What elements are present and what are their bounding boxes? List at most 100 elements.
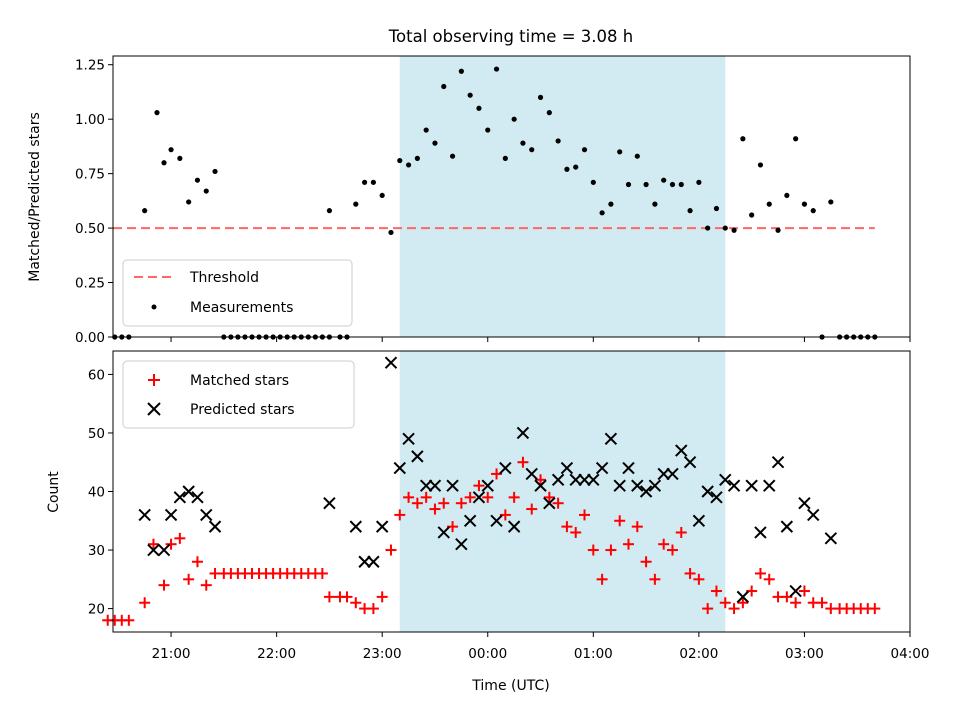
matched-star-point [579, 509, 591, 521]
bottom-y-axis-label: Count [46, 471, 62, 513]
matched-star-point [816, 597, 828, 609]
predicted-star-point [736, 590, 750, 604]
measurement-point [555, 138, 561, 144]
x-tick-label: 01:00 [574, 646, 613, 662]
predicted-star-point [595, 461, 609, 475]
predicted-star-point [499, 461, 512, 475]
predicted-star-point [763, 479, 776, 492]
matched-star-point [543, 491, 555, 503]
measurement-point [564, 166, 570, 172]
matched-star-point [614, 515, 626, 527]
matched-star-point [790, 597, 802, 609]
measurement-point [186, 199, 192, 205]
matched-star-point [165, 538, 177, 550]
top-y-axis-label: Matched/Predicted stars [27, 112, 43, 282]
bottom-legend: Matched stars Predicted stars [122, 360, 355, 429]
measurement-point [661, 177, 667, 183]
predicted-star-point [157, 543, 171, 557]
predicted-star-point [490, 514, 503, 527]
measurement-point [599, 210, 605, 216]
predicted-star-point [138, 508, 151, 522]
predicted-star-point [798, 497, 811, 510]
y-tick-label: 60 [88, 367, 105, 383]
predicted-star-point [719, 473, 732, 486]
measurement-point [581, 147, 588, 153]
measurement-point [828, 199, 834, 205]
measurement-point [669, 181, 676, 188]
matched-star-point [191, 556, 203, 568]
predicted-star-point [191, 491, 204, 504]
bottom-shaded-interval [399, 351, 726, 632]
predicted-star-point [560, 461, 574, 475]
measurement-point [142, 208, 148, 214]
matched-star-point [403, 491, 415, 503]
predicted-star-point [367, 555, 380, 568]
predicted-star-point [437, 526, 450, 539]
predicted-star-point [569, 473, 582, 486]
measurement-point [801, 201, 808, 207]
measurement-point [775, 227, 781, 233]
predicted-star-point [701, 485, 714, 498]
top-y-ticks: 0.00 0.25 0.50 0.75 1.00 1.25 [75, 58, 113, 346]
legend-matched-label: Matched stars [190, 373, 289, 389]
predicted-star-point [507, 520, 521, 533]
matched-star-point [350, 597, 362, 609]
matched-star-point [649, 573, 661, 585]
matched-star-point [798, 585, 810, 597]
predicted-star-point [358, 555, 371, 568]
predicted-star-point [481, 479, 494, 492]
measurement-point [441, 83, 447, 90]
matched-star-point [702, 603, 714, 615]
predicted-star-point [780, 520, 794, 533]
bottom-x-ticks: 21:00 22:00 23:00 00:00 01:00 02:00 03:00 04:00 [152, 632, 929, 662]
bottom-axes-frame [112, 350, 911, 633]
predicted-star-point [771, 456, 785, 469]
predicted-star-point [455, 537, 468, 551]
predicted-star-point [648, 479, 662, 492]
matched-star-point [147, 538, 159, 550]
legend-measurements-label: Measurements [190, 300, 293, 316]
top-legend: Threshold Measurements [122, 259, 353, 327]
matched-star-point [174, 532, 186, 544]
measurement-point [458, 68, 464, 74]
y-tick-label: 0.75 [75, 167, 105, 183]
measurement-point [361, 179, 368, 185]
matched-star-point [675, 526, 687, 538]
matched-star-point [605, 544, 617, 556]
matched-star-point [754, 567, 766, 579]
predicted-star-point [419, 479, 433, 492]
predicted-star-point [710, 491, 723, 504]
x-axis-label: Time (UTC) [471, 678, 549, 694]
predicted-star-point [639, 485, 653, 498]
measurement-point [608, 201, 614, 207]
predicted-star-point [428, 479, 442, 492]
x-tick-label: 21:00 [152, 646, 191, 662]
matched-star-point [570, 526, 582, 538]
measurement-point [467, 92, 473, 98]
measurement-point [493, 66, 500, 72]
predicted-star-point [525, 467, 538, 481]
legend-predicted-swatch [147, 402, 161, 416]
x-tick-label: 23:00 [363, 646, 402, 662]
measurement-point [731, 227, 737, 233]
matched-star-point [517, 456, 529, 468]
matched-star-point [666, 544, 678, 556]
measurement-point [537, 94, 544, 100]
matched-star-point [316, 567, 328, 579]
matched-star-point [869, 603, 881, 615]
y-tick-label: 0.25 [75, 276, 105, 292]
measurement-point [414, 155, 420, 161]
matched-star-point [139, 597, 151, 609]
y-tick-label: 30 [88, 543, 105, 559]
measurement-point [810, 208, 816, 214]
measurement-point [573, 164, 579, 170]
predicted-star-point [208, 520, 222, 533]
matched-star-point [473, 480, 485, 492]
measurement-point [177, 155, 183, 161]
measurement-point [643, 181, 649, 188]
predicted-star-point [587, 473, 600, 486]
predicted-star-point [411, 450, 424, 463]
measurement-point [326, 208, 333, 214]
matched-star-point [684, 567, 696, 579]
